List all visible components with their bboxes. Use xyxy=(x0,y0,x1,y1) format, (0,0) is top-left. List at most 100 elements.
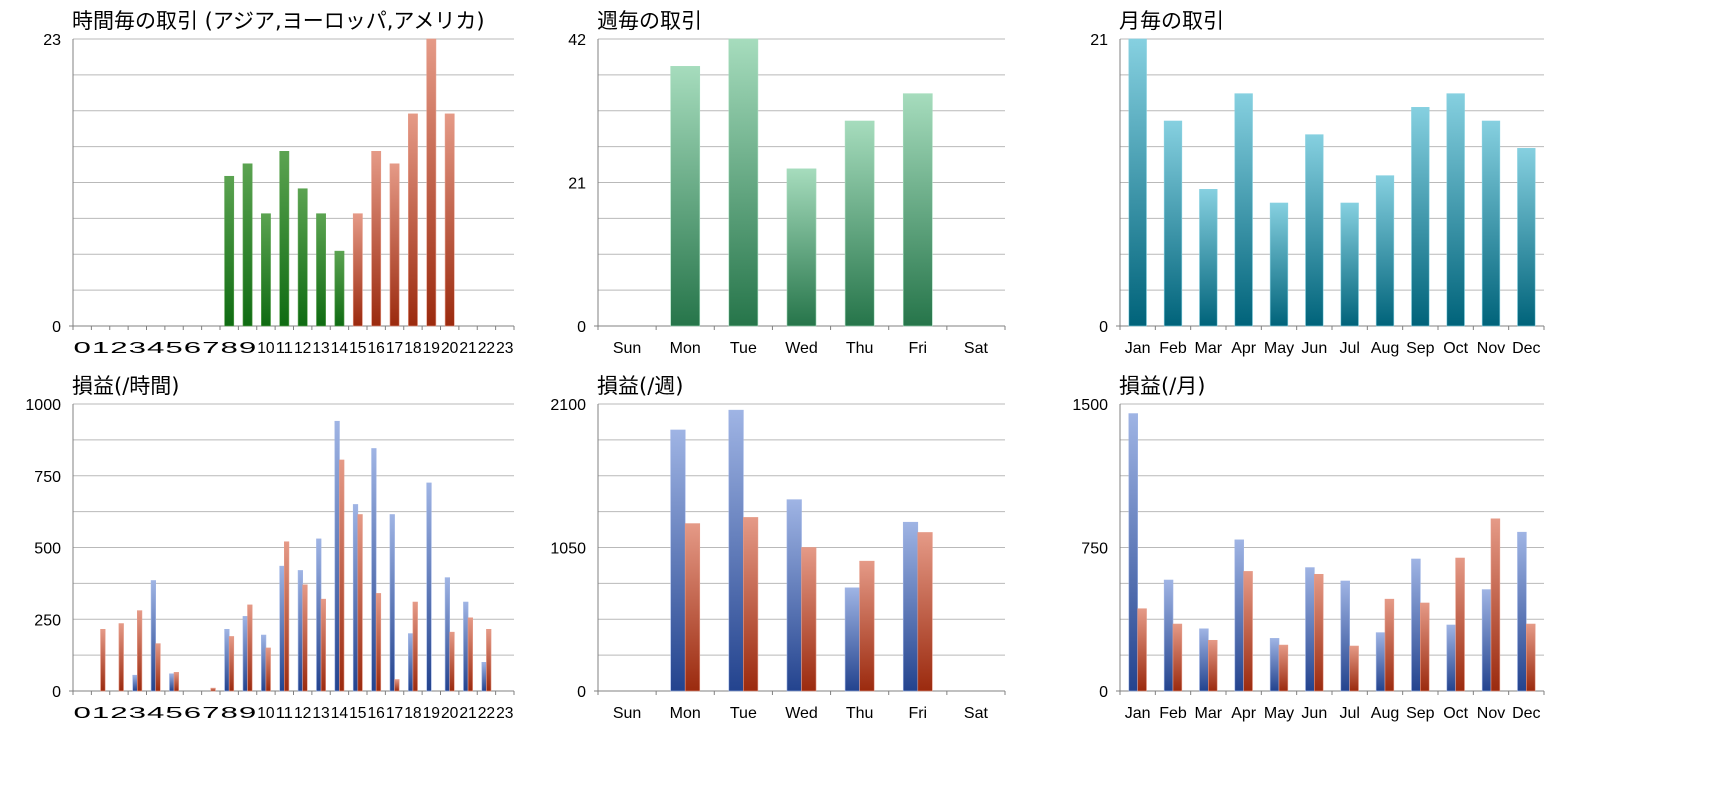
x-tick-label: Apr xyxy=(1231,340,1257,357)
bar xyxy=(1305,134,1324,327)
bar xyxy=(316,213,326,327)
x-tick-label: Dec xyxy=(1512,705,1540,722)
x-tick-label: 22 xyxy=(478,705,495,722)
bar-series-2 xyxy=(320,598,326,692)
bar-series-1 xyxy=(1411,558,1421,692)
chart-plot: 0 21 42 Sun Mon Tue Wed Thu Fri Sat xyxy=(568,32,1006,357)
trades-per-week-chart: 週毎の取引 0 21 42 Sun Mon Tue Wed Thu Fri Sat xyxy=(0,0,1060,370)
bar xyxy=(1375,175,1395,327)
bar-series-1 xyxy=(1199,628,1209,692)
trades-per-hour-chart: 時間毎の取引 (アジア,ヨーロッパ,アメリカ) 0 23 0 1 2 3 4 5 6 7 8 9 10 1… xyxy=(0,0,570,370)
x-tick-label: 9 xyxy=(239,705,257,722)
bar-series-2 xyxy=(100,628,106,692)
x-tick-label: 16 xyxy=(367,340,384,357)
x-tick-label: 6 xyxy=(184,705,202,722)
x-tick-label: Nov xyxy=(1477,705,1505,722)
bar-series-2 xyxy=(228,636,235,692)
x-tick-label: Jan xyxy=(1125,705,1151,722)
x-tick-label: Sat xyxy=(964,340,989,357)
x-tick-label: 10 xyxy=(257,340,274,357)
x-tick-label: 20 xyxy=(441,340,458,357)
x-tick-label: 8 xyxy=(220,340,238,357)
bar-series-2 xyxy=(1278,644,1289,692)
bar xyxy=(1199,189,1218,327)
y-tick-label: 750 xyxy=(34,469,61,486)
bar xyxy=(389,163,400,327)
x-tick-label: 13 xyxy=(312,340,329,357)
x-tick-label: Sep xyxy=(1406,340,1435,357)
bar-series-2 xyxy=(1243,571,1253,692)
x-tick-label: 1 xyxy=(92,340,110,357)
y-tick-label: 0 xyxy=(577,684,586,701)
bar-series-2 xyxy=(743,517,759,692)
bar-series-2 xyxy=(801,547,817,692)
bar xyxy=(1269,202,1289,327)
bar xyxy=(728,38,759,327)
x-tick-label: 5 xyxy=(165,340,183,357)
x-tick-label: Apr xyxy=(1231,705,1257,722)
bar-series-1 xyxy=(426,482,432,692)
chart-plot: 0 1050 2100 Sun Mon Tue Wed Thu Fri Sat xyxy=(550,397,1006,722)
bar xyxy=(242,163,253,327)
x-tick-label: Oct xyxy=(1443,340,1468,357)
bar xyxy=(670,66,701,327)
bar-series-2 xyxy=(137,610,143,692)
x-tick-label: 7 xyxy=(202,705,220,722)
bar-series-1 xyxy=(1481,589,1492,692)
x-tick-label: 0 xyxy=(73,340,91,357)
x-tick-label: Mar xyxy=(1195,705,1223,722)
x-tick-label: 15 xyxy=(349,340,366,357)
bar-series-2 xyxy=(486,628,492,692)
x-tick-label: 6 xyxy=(184,340,202,357)
x-tick-label: Sep xyxy=(1406,705,1435,722)
y-tick-label: 1050 xyxy=(550,541,586,558)
bar-series-2 xyxy=(265,647,271,692)
y-tick-label: 0 xyxy=(52,319,61,336)
y-tick-label: 0 xyxy=(1099,319,1108,336)
x-tick-label: 1 xyxy=(92,705,110,722)
x-tick-label: 2 xyxy=(110,705,128,722)
x-tick-label: Jan xyxy=(1125,340,1151,357)
chart-title: 損益(/月) xyxy=(1119,374,1206,398)
y-tick-label: 0 xyxy=(577,319,586,336)
x-tick-label: 12 xyxy=(294,340,311,357)
bar xyxy=(1481,120,1501,327)
y-tick-label: 0 xyxy=(1099,684,1108,701)
bar-series-2 xyxy=(1172,623,1183,692)
x-tick-label: 23 xyxy=(496,705,513,722)
bar-series-1 xyxy=(1517,531,1527,692)
bar-series-2 xyxy=(1314,573,1324,692)
y-tick-label: 21 xyxy=(568,176,586,193)
x-tick-label: 0 xyxy=(73,705,91,722)
x-tick-label: 22 xyxy=(478,340,495,357)
x-tick-label: 20 xyxy=(441,705,458,722)
y-tick-label: 23 xyxy=(43,32,61,49)
y-tick-label: 750 xyxy=(1081,541,1108,558)
bar xyxy=(1517,148,1536,327)
x-tick-label: Aug xyxy=(1371,705,1399,722)
x-tick-label: Jun xyxy=(1301,705,1327,722)
y-tick-label: 500 xyxy=(34,541,61,558)
bar-series-2 xyxy=(1137,608,1147,692)
x-tick-label: 4 xyxy=(147,340,165,357)
bar xyxy=(352,213,363,327)
bar xyxy=(1163,120,1183,327)
bar-series-2 xyxy=(684,523,701,692)
bar-series-2 xyxy=(284,541,290,692)
bar xyxy=(279,151,290,327)
bar xyxy=(426,38,437,327)
bar-series-2 xyxy=(339,459,345,692)
bar-series-2 xyxy=(173,672,179,692)
bar-series-2 xyxy=(1526,623,1536,692)
bar-series-1 xyxy=(1163,579,1174,692)
x-tick-label: Sat xyxy=(964,705,989,722)
x-tick-label: Thu xyxy=(846,340,874,357)
bar xyxy=(1340,202,1359,327)
bar-series-1 xyxy=(1128,413,1138,692)
bar-series-1 xyxy=(150,580,156,692)
y-tick-label: 2100 xyxy=(550,397,586,414)
x-tick-label: Feb xyxy=(1159,705,1187,722)
